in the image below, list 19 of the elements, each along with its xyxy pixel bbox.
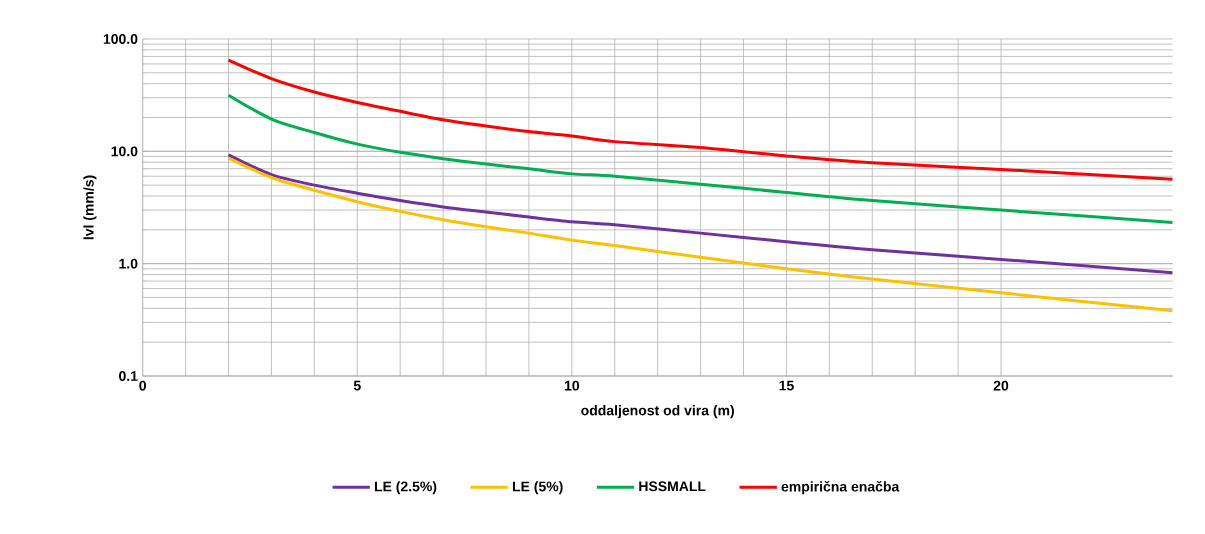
y-axis-title: lvl (mm/s) (83, 175, 97, 240)
legend-label: HSSMALL (639, 481, 706, 492)
x-tick-label: 10 (564, 380, 580, 391)
line-series (227, 58, 1173, 181)
x-tick-label: 5 (353, 380, 361, 391)
y-tick-label: 10.0 (111, 146, 138, 157)
line-series (227, 156, 1173, 313)
y-tick-label: 100.0 (103, 34, 138, 44)
x-axis-title: oddaljenost od vira (m) (581, 405, 734, 419)
legend-label: LE (2.5%) (374, 481, 437, 495)
x-tick-label: 15 (779, 380, 794, 391)
y-tick-label: 0.1 (119, 371, 138, 381)
x-tick-label: 0 (139, 380, 146, 391)
line-series (227, 153, 1173, 275)
legend-label: empirična enačba (781, 480, 900, 495)
y-tick-label: 1.0 (119, 258, 138, 269)
x-tick-label: 20 (993, 380, 1009, 391)
legend-label: LE (5%) (512, 481, 563, 495)
line-series (227, 93, 1173, 224)
